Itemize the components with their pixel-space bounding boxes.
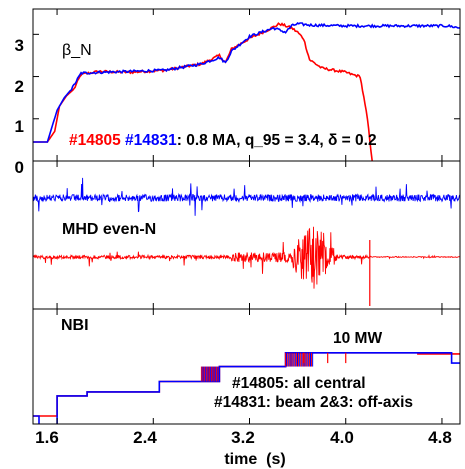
nbi-panel-label: NBI	[61, 317, 89, 334]
x-tick-label: 4.8	[428, 428, 452, 447]
plot-frame	[32, 8, 461, 425]
y-tick-label: 2	[15, 77, 24, 96]
annotation-shot-blue: #14831	[125, 132, 177, 149]
nbi-note-red: #14805: all central	[232, 375, 366, 392]
nbi-traces	[33, 351, 460, 424]
y-tick-label: 3	[15, 36, 24, 55]
beta-traces	[33, 21, 460, 161]
nbi-level-label: 10 MW	[333, 330, 382, 347]
x-tick-label: 3.2	[231, 428, 255, 447]
x-tick-label: 2.4	[133, 428, 157, 447]
axis-ticks	[33, 9, 460, 424]
x-axis-label: time (s)	[224, 451, 285, 468]
y-tick-label: 1	[15, 117, 24, 136]
nbi-series-shot-14831	[33, 351, 460, 424]
x-tick-label: 4.0	[330, 428, 354, 447]
mhd-series-shot-14831	[33, 177, 460, 216]
mhd-panel-label: MHD even-N	[62, 221, 156, 238]
beta-panel-label: β_N	[62, 42, 92, 59]
beta-annotation: #14805 #14831: 0.8 MA, q_95 = 3.4, δ = 0…	[69, 132, 377, 149]
annotation-shot-red: #14805	[69, 132, 121, 149]
mhd-series-shot-14805	[33, 226, 460, 289]
x-tick-label: 1.6	[35, 428, 59, 447]
nbi-note-blue: #14831: beam 2&3: off-axis	[214, 394, 413, 411]
mhd-traces	[33, 177, 460, 306]
y-tick-label: 0	[15, 158, 24, 177]
beta-series-shot-14831	[33, 21, 460, 143]
annotation-details: : 0.8 MA, q_95 = 3.4, δ = 0.2	[177, 132, 377, 149]
